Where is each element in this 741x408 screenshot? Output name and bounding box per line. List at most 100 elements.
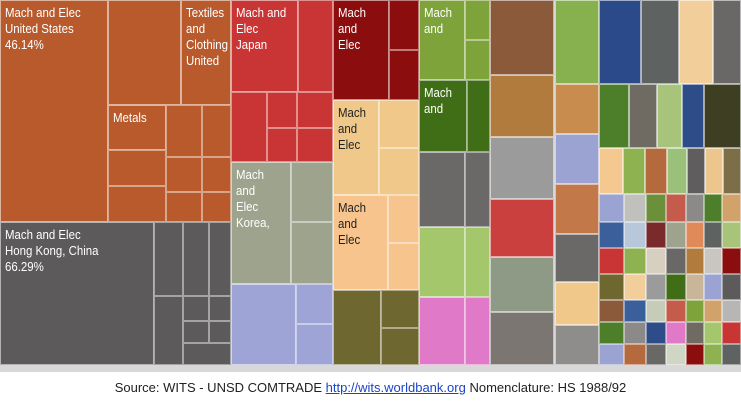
tile-m15[interactable] (599, 248, 624, 274)
tile-m13[interactable] (704, 222, 722, 248)
tile-darkred-sub[interactable] (389, 0, 419, 50)
tile-tan2[interactable] (490, 75, 554, 137)
tile-textiles-us[interactable]: Textiles and Clothing United (181, 0, 231, 105)
tile-us-sub[interactable] (202, 105, 231, 157)
tile-m7[interactable] (722, 194, 741, 222)
tile-darkred-sub[interactable] (389, 50, 419, 100)
tile-m30[interactable] (624, 300, 646, 322)
tile-m2[interactable] (624, 194, 646, 222)
tile-gray-sub[interactable] (465, 152, 490, 227)
tile-gray2[interactable] (490, 137, 554, 199)
tile-olive-sub[interactable] (381, 328, 419, 365)
tile-m3[interactable] (646, 194, 666, 222)
tile-c5a[interactable] (555, 0, 599, 84)
tile-lavender[interactable] (231, 284, 296, 365)
tile-japan-sub[interactable] (297, 128, 333, 162)
tile-olive[interactable] (333, 290, 381, 365)
tile-hk-sub[interactable] (209, 296, 231, 321)
tile-hk-sub[interactable] (183, 343, 231, 365)
tile-us-sub[interactable] (166, 192, 202, 222)
tile-r4[interactable] (713, 0, 741, 84)
tile-mach-elec-tan[interactable]: Mach and Elec (333, 100, 379, 195)
tile-m29[interactable] (599, 300, 624, 322)
tile-m4[interactable] (666, 194, 686, 222)
tile-m37[interactable] (624, 322, 646, 344)
tile-hk-sub[interactable] (209, 222, 231, 296)
tile-japan-sub[interactable] (267, 128, 297, 162)
tile-m19[interactable] (686, 248, 704, 274)
tile-pink[interactable] (419, 297, 465, 365)
tile-r7[interactable] (657, 84, 682, 148)
tile-m12[interactable] (686, 222, 704, 248)
tile-m40[interactable] (686, 322, 704, 344)
tile-m42[interactable] (722, 322, 741, 344)
tile-r3[interactable] (679, 0, 713, 84)
tile-m5[interactable] (686, 194, 704, 222)
tile-hk-sub[interactable] (209, 321, 231, 343)
tile-mach-elec-us[interactable]: Mach and Elec United States 46.14% (0, 0, 108, 222)
tile-lightgreen[interactable] (419, 227, 465, 297)
tile-red2[interactable] (490, 199, 554, 257)
tile-m36[interactable] (599, 322, 624, 344)
tile-r16[interactable] (723, 148, 741, 194)
tile-m21[interactable] (722, 248, 741, 274)
tile-graybrown[interactable] (490, 312, 554, 365)
tile-hk-sub[interactable] (183, 296, 209, 321)
tile-m43[interactable] (599, 344, 624, 365)
tile-korea-sub[interactable] (291, 222, 333, 284)
tile-hk-sub[interactable] (154, 222, 183, 296)
tile-korea-sub[interactable] (291, 162, 333, 222)
tile-m16[interactable] (624, 248, 646, 274)
tile-m25[interactable] (666, 274, 686, 300)
tile-r15[interactable] (705, 148, 723, 194)
tile-mach-elec-green[interactable]: Mach and (419, 0, 465, 80)
tile-us-sub[interactable] (202, 157, 231, 192)
tile-us-sub[interactable] (166, 105, 202, 157)
tile-m22[interactable] (599, 274, 624, 300)
tile-metals[interactable]: Metals (108, 105, 166, 150)
tile-green-sub[interactable] (465, 0, 490, 40)
tile-m44[interactable] (624, 344, 646, 365)
tile-mach-elec-darkred[interactable]: Mach and Elec (333, 0, 389, 100)
tile-japan-sub[interactable] (298, 0, 333, 92)
tile-japan-sub[interactable] (297, 92, 333, 128)
tile-tan-sub[interactable] (379, 100, 419, 148)
tile-m47[interactable] (686, 344, 704, 365)
tile-brown[interactable] (490, 0, 554, 75)
tile-r13[interactable] (667, 148, 687, 194)
tile-m41[interactable] (704, 322, 722, 344)
tile-r10[interactable] (599, 148, 623, 194)
tile-r5[interactable] (599, 84, 629, 148)
tile-lavender-sub[interactable] (296, 284, 333, 324)
tile-mach-elec-peach[interactable]: Mach and Elec (333, 195, 388, 290)
wits-link[interactable]: http://wits.worldbank.org (325, 380, 466, 395)
tile-m23[interactable] (624, 274, 646, 300)
tile-c5f[interactable] (555, 282, 599, 325)
tile-green-sub[interactable] (465, 40, 490, 80)
tile-c5e[interactable] (555, 234, 599, 282)
tile-us-sub[interactable] (108, 186, 166, 222)
tile-r1[interactable] (599, 0, 641, 84)
tile-m35[interactable] (722, 300, 741, 322)
tile-m48[interactable] (704, 344, 722, 365)
tile-m24[interactable] (646, 274, 666, 300)
tile-mach-elec-hk[interactable]: Mach and Elec Hong Kong, China 66.29% (0, 222, 154, 365)
tile-m46[interactable] (666, 344, 686, 365)
tile-m10[interactable] (646, 222, 666, 248)
tile-darkgreen-sub[interactable] (467, 80, 490, 152)
tile-hk-sub[interactable] (154, 296, 183, 365)
tile-m8[interactable] (599, 222, 624, 248)
tile-us-sub[interactable] (202, 192, 231, 222)
tile-m1[interactable] (599, 194, 624, 222)
tile-m11[interactable] (666, 222, 686, 248)
tile-m17[interactable] (646, 248, 666, 274)
tile-m33[interactable] (686, 300, 704, 322)
tile-c5g[interactable] (555, 325, 599, 365)
tile-m9[interactable] (624, 222, 646, 248)
tile-m34[interactable] (704, 300, 722, 322)
tile-m31[interactable] (646, 300, 666, 322)
tile-r9[interactable] (704, 84, 741, 148)
tile-c5c[interactable] (555, 134, 599, 184)
tile-us-sub[interactable] (166, 157, 202, 192)
tile-r12[interactable] (645, 148, 667, 194)
